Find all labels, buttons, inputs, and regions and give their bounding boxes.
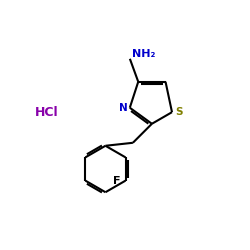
Text: HCl: HCl	[35, 106, 58, 119]
Text: S: S	[175, 107, 182, 117]
Text: NH₂: NH₂	[132, 50, 155, 59]
Text: N: N	[118, 103, 127, 113]
Text: F: F	[113, 176, 121, 186]
